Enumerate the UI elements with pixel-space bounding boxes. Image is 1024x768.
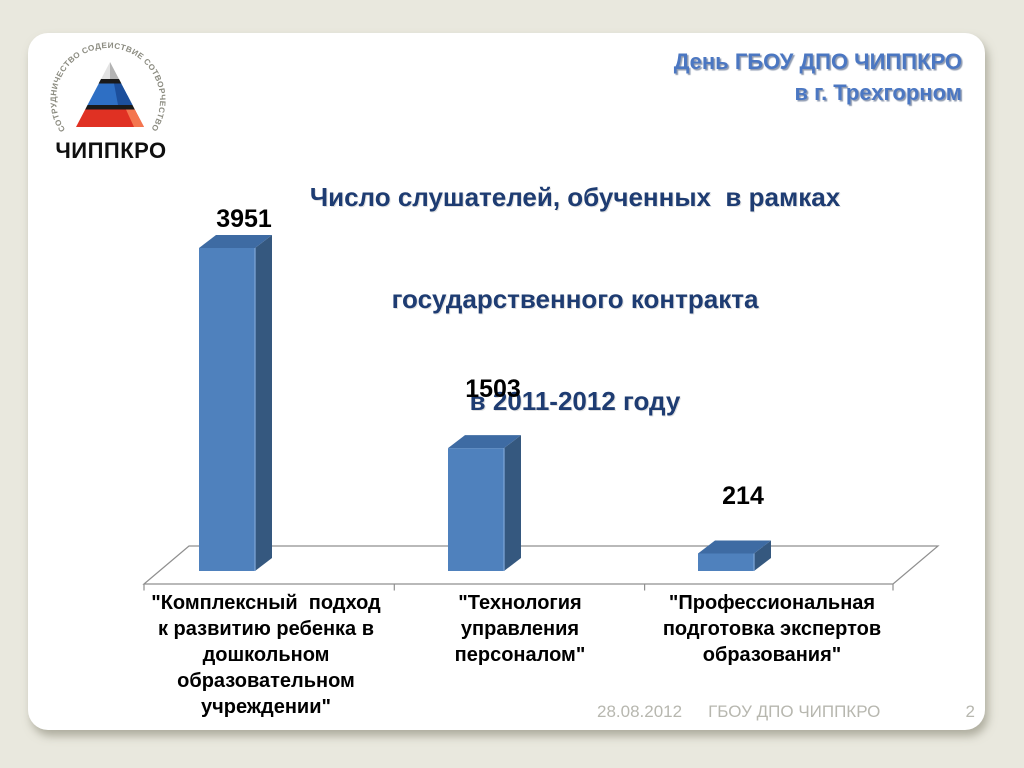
bar-column (448, 435, 521, 571)
bar-top-face (448, 435, 521, 449)
page-number: 2 (965, 702, 975, 721)
bar-front-face (448, 448, 504, 571)
title-line-3: в 2011-2012 году (469, 386, 681, 416)
slide-panel (28, 33, 985, 730)
bar-top-face (199, 235, 272, 248)
bar-front-face (698, 553, 754, 571)
header-line-2: в г. Трехгорном (794, 80, 962, 105)
title-line-1: Число слушателей, обученных в рамках (309, 182, 841, 212)
logo-pyramid-icon (76, 62, 144, 127)
bar-column (698, 540, 771, 571)
bar-side-face (255, 235, 272, 571)
chippkro-logo: СОТРУДНИЧЕСТВО СОДЕЙСТВИЕ СОТВОРЧЕСТВО Ч… (49, 42, 167, 163)
category-label: "Технология управления персоналом" (454, 592, 586, 666)
bar-side-face (504, 435, 521, 571)
bar-front-face (199, 248, 255, 571)
slide-header: День ГБОУ ДПО ЧИППКРО в г. Трехгорном (674, 46, 962, 108)
value-label: 1503 (465, 375, 521, 404)
bar-column (199, 235, 272, 571)
value-label: 3951 (216, 205, 272, 233)
category-label: "Профессиональная подготовка экспертов о… (662, 592, 882, 666)
category-label: "Комплексный подход к развитию ребенка в… (151, 592, 381, 718)
title-line-2: государственного контракта (391, 284, 759, 314)
logo-wordmark: ЧИППКРО (55, 138, 166, 163)
slide-footer: 28.08.2012 ГБОУ ДПО ЧИППКРО 2 (597, 702, 975, 722)
slide-title: Число слушателей, обученных в рамках гос… (250, 112, 900, 452)
bar-top-face (698, 540, 771, 554)
footer-org: ГБОУ ДПО ЧИППКРО (708, 702, 881, 721)
value-label: 214 (722, 481, 764, 510)
header-line-1: День ГБОУ ДПО ЧИППКРО (673, 49, 962, 74)
bar-side-face (754, 540, 771, 571)
footer-date: 28.08.2012 (597, 702, 683, 721)
